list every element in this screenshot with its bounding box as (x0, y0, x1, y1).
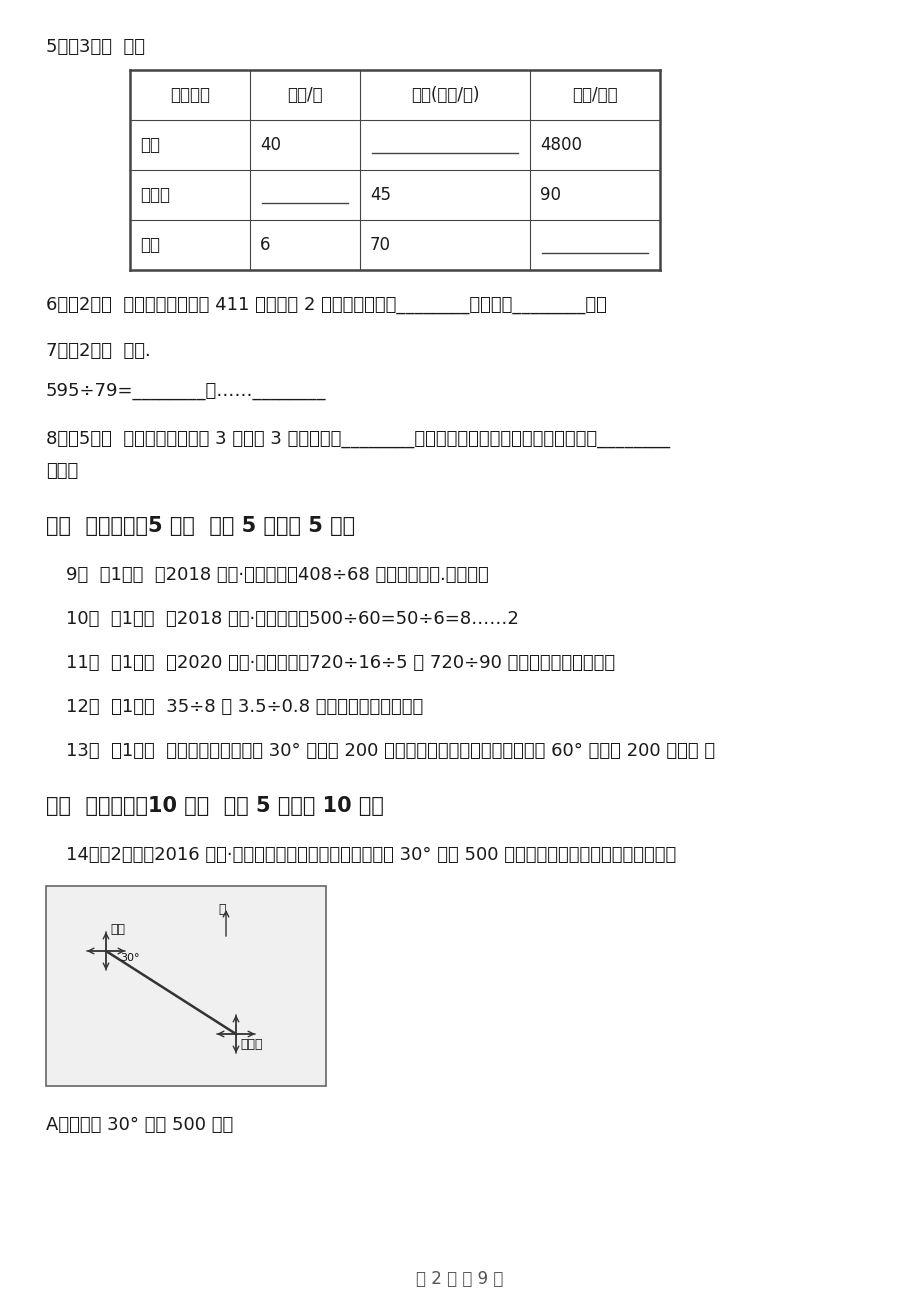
Text: 40: 40 (260, 135, 280, 154)
Text: 4800: 4800 (539, 135, 582, 154)
Text: 10．  （1分）  （2018 四上·始兴期末）500÷60=50÷6=8……2: 10． （1分） （2018 四上·始兴期末）500÷60=50÷6=8……2 (66, 611, 518, 628)
Text: 14．（2分）（2016 六上·巍山期中）图书馆在剧院的东偏南 30° 方向 500 米处，那么剧院在图书馆的（　　）: 14．（2分）（2016 六上·巍山期中）图书馆在剧院的东偏南 30° 方向 5… (66, 846, 675, 865)
Text: 北: 北 (218, 904, 225, 917)
Text: A．东偏南 30° 方向 500 米处: A．东偏南 30° 方向 500 米处 (46, 1116, 233, 1134)
Text: 速度(千米/时): 速度(千米/时) (410, 86, 479, 104)
Text: 595÷79=________，……________: 595÷79=________，……________ (46, 381, 326, 400)
Text: 表示。: 表示。 (46, 462, 78, 480)
Text: 时间/时: 时间/时 (287, 86, 323, 104)
Text: 路程/千米: 路程/千米 (572, 86, 618, 104)
Text: 7．（2分）  计算.: 7．（2分） 计算. (46, 342, 151, 359)
Text: 90: 90 (539, 186, 561, 204)
Text: 9．  （1分）  （2018 四上·德江月考）408÷68 的商是一位数.（　　）: 9． （1分） （2018 四上·德江月考）408÷68 的商是一位数.（ ） (66, 566, 488, 585)
Text: 8．（5分）  小明坐在教室的第 3 列，第 3 行，用数对________表示。小星坐在小明前面一桌，用数对________: 8．（5分） 小明坐在教室的第 3 列，第 3 行，用数对________表示。… (46, 430, 669, 448)
Text: 剧院: 剧院 (110, 923, 125, 936)
Text: 6．（2分）  三年级去春游，共 411 人，分坐 2 辆车，每辆车坐________人，剩余________人。: 6．（2分） 三年级去春游，共 411 人，分坐 2 辆车，每辆车坐______… (46, 296, 607, 314)
Text: 11．  （1分）  （2020 四上·苏州期末）720÷16÷5 和 720÷90 的结果相同。（　　）: 11． （1分） （2020 四上·苏州期末）720÷16÷5 和 720÷90… (66, 654, 615, 672)
Text: 汽车: 汽车 (140, 236, 160, 254)
Text: 6: 6 (260, 236, 270, 254)
Text: 摩托车: 摩托车 (140, 186, 170, 204)
Text: 二、  判断题。（5 分）  （共 5 题；共 5 分）: 二、 判断题。（5 分） （共 5 题；共 5 分） (46, 516, 355, 536)
Text: 图书馆: 图书馆 (240, 1038, 262, 1051)
Text: 火车: 火车 (140, 135, 160, 154)
Text: 5．（3分）  填表: 5．（3分） 填表 (46, 38, 145, 56)
Text: 三、  选择题。（10 分）  （共 5 题；共 10 分）: 三、 选择题。（10 分） （共 5 题；共 10 分） (46, 796, 383, 816)
Text: 交通工具: 交通工具 (170, 86, 210, 104)
Text: 13．  （1分）  甲地在乙地的东偏北 30° 的方向 200 千米处，那么乙地就在甲地北偏东 60° 的方向 200 千米处 。: 13． （1分） 甲地在乙地的东偏北 30° 的方向 200 千米处，那么乙地就… (66, 742, 714, 760)
Text: 45: 45 (369, 186, 391, 204)
Text: 12．  （1分）  35÷8 和 3.5÷0.8 的结果相同。（　　）: 12． （1分） 35÷8 和 3.5÷0.8 的结果相同。（ ） (66, 698, 423, 716)
Text: 70: 70 (369, 236, 391, 254)
Text: 30°: 30° (119, 953, 140, 963)
Text: 第 2 页 共 9 页: 第 2 页 共 9 页 (416, 1269, 503, 1288)
Bar (46, 885, 325, 1086)
